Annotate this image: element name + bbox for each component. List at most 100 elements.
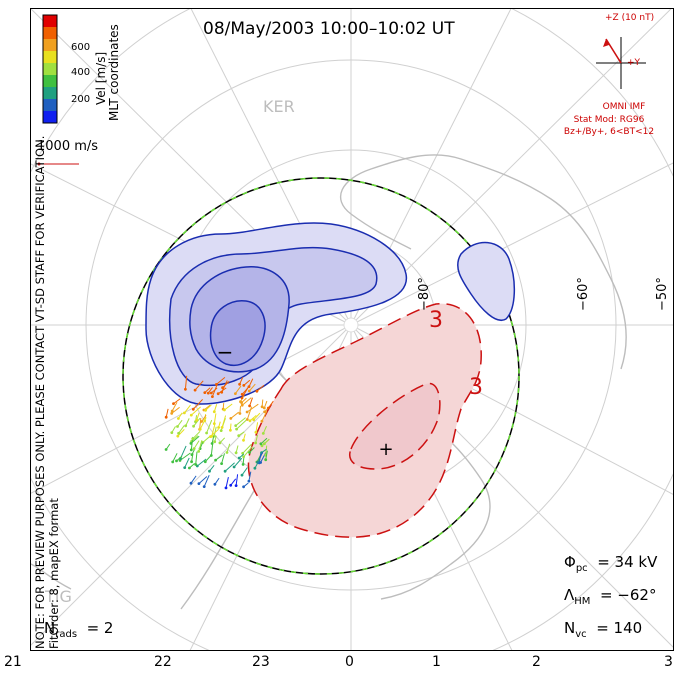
velocity-vector-origin [216,392,220,396]
velocity-vector-origin [164,448,168,451]
velocity-vector [256,384,265,392]
velocity-vector [248,378,254,387]
velocity-vector-origin [267,406,270,410]
positive-potential-cell: + 3 3 [247,303,483,538]
cross-polar-potential: Φpc = 34 kV [564,553,658,574]
latitude-label-80: −80° [417,277,432,311]
colorbar-swatch [43,111,57,123]
velocity-vector [221,415,227,428]
velocity-vector [206,419,213,434]
mlt-tick-22: 22 [154,654,172,670]
velocity-vector [265,450,268,460]
velocity-vector-origin [192,424,196,428]
velocity-vector [193,440,200,449]
velocity-vector-origin [188,466,191,470]
velocity-vector-origin [223,469,227,473]
velocity-vector-origin [197,450,201,453]
velocity-vector-origin [195,418,199,422]
colorbar-tick-400: 400 [71,67,91,78]
velocity-vector [190,406,201,416]
imf-condition: Bz+/By+, 6<BT<12 [563,127,655,137]
velocity-vector [215,454,223,461]
imf-y-label: +Y [627,58,641,68]
mlt-tick-0: 0 [345,654,354,670]
velocity-vector-origin [170,431,174,434]
velocity-vector-origin [210,442,214,445]
contour-label-1: 3 [429,308,443,333]
velocity-vector-origin [215,383,218,386]
mlt-tick-3: 3 [664,654,673,670]
velocity-vector [193,417,201,427]
velocity-vector [184,375,188,390]
velocity-vector [199,417,207,430]
velocity-vector-origin [232,465,236,469]
colorbar-swatch [43,51,57,63]
mlt-tick-23: 23 [252,654,270,670]
station-label-tig: TIG [45,587,72,606]
velocity-colorbar [42,14,58,124]
velocity-vector-origin [247,479,251,483]
velocity-vector-origin [248,419,252,423]
velocity-vector-origin [213,482,217,486]
velocity-vector-origin [263,410,266,414]
velocity-vector [265,445,268,456]
velocity-vector-origin [238,382,242,386]
velocity-vector-origin [254,430,258,434]
velocity-vector [178,425,185,434]
velocity-vector [246,403,259,413]
preview-note: NOTE: FOR PREVIEW PURPOSES ONLY. PLEASE … [33,135,47,649]
station-label-ker: KER [263,97,295,116]
velocity-vector-origin [259,442,263,446]
velocity-vector-origin [191,407,195,411]
velocity-vector [198,440,203,452]
velocity-vector-origin [206,391,210,395]
imf-stat-model: Stat Mod: RG96 [573,115,645,125]
velocity-vector-origin [170,412,174,415]
contour-label-2: 3 [469,375,483,400]
velocity-vector-origin [262,406,266,410]
velocity-vector-origin [170,409,174,413]
velocity-vector [173,398,181,405]
velocity-vector [225,476,229,489]
velocity-vector [241,397,252,406]
velocity-vector-origin [261,432,265,435]
velocity-vector-origin [211,395,214,398]
velocity-vector [236,419,247,430]
radar-count: Nrads = 2 [44,619,114,640]
velocity-vector-origin [176,434,180,438]
imf-clock-dial [596,37,646,89]
velocity-vector-origin [184,424,188,428]
coordinate-system-label: MLT coordinates [107,24,121,121]
velocity-vector-origin [234,424,238,427]
velocity-vector-origin [177,431,181,435]
velocity-vector-origin [184,387,187,391]
velocity-vector-origin [229,428,232,432]
velocity-vectors [164,375,274,490]
colorbar-swatch [43,27,57,39]
velocity-vector-origin [208,469,211,473]
velocity-vector [172,453,178,463]
velocity-vector [254,459,260,469]
velocity-vector [217,387,227,395]
velocity-vector-origin [237,456,241,460]
velocity-vector-origin [221,386,225,390]
velocity-vector [243,446,253,458]
velocity-vector-origin [219,429,223,432]
velocity-vector-origin [240,396,244,400]
velocity-vector [230,411,240,419]
velocity-vector [184,404,191,414]
velocity-vector [171,401,178,412]
velocity-vector [221,453,225,464]
velocity-vector [235,474,239,486]
velocity-vector-origin [242,485,246,489]
velocity-vector-origin [242,455,246,459]
velocity-vector [190,475,197,484]
velocity-vector [255,422,259,433]
velocity-vector-origin [175,459,178,463]
velocity-vector [255,434,259,444]
velocity-vector-origin [247,389,251,393]
velocity-vector-origin [260,405,264,409]
velocity-vector-origin [245,418,249,421]
velocity-vector-origin [242,384,246,387]
velocity-vector-origin [223,408,226,412]
